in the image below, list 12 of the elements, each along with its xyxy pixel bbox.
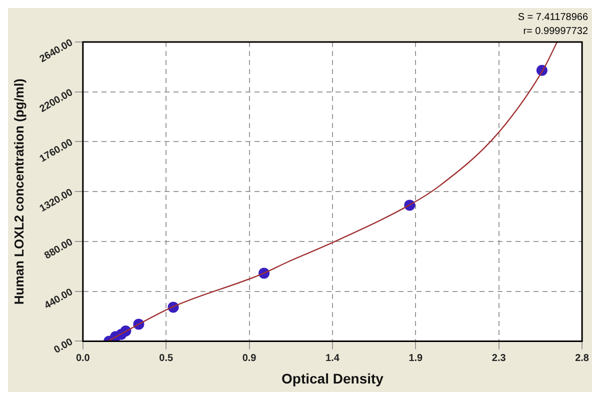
y-tick-label: 0.00 — [52, 336, 76, 356]
x-axis-title: Optical Density — [282, 370, 384, 386]
x-tick-label: 0.5 — [159, 352, 174, 364]
x-tick-label: 0.0 — [76, 352, 90, 364]
text: S = 7.41178966 — [518, 12, 588, 23]
x-tick-label: 1.9 — [408, 352, 424, 364]
y-axis-title: Human LOXL2 concentration (pg/ml) — [11, 78, 26, 305]
x-tick-label: 2.3 — [492, 352, 506, 364]
x-tick-label: 1.4 — [326, 352, 340, 364]
text: r= 0.99997732 — [523, 26, 588, 37]
x-tick-label: 2.8 — [575, 352, 590, 364]
x-tick-label: 0.9 — [242, 352, 257, 364]
